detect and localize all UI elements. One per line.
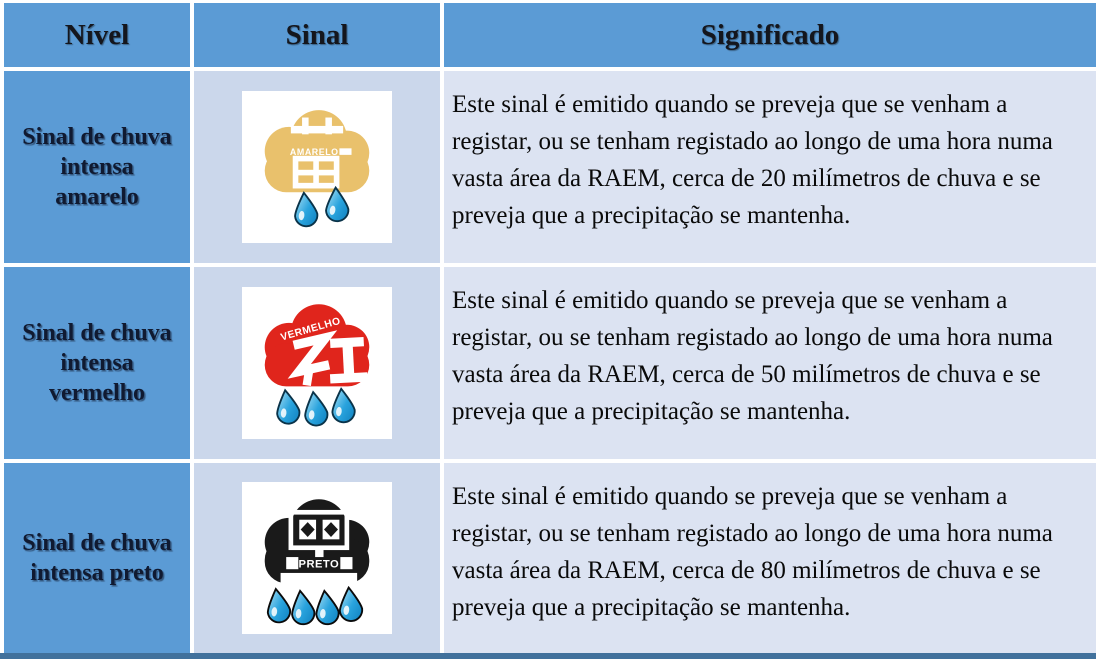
meaning-text: Este sinal é emitido quando se preveja q… bbox=[452, 287, 1053, 425]
yellow-rainstorm-signal-icon: AMARELO bbox=[242, 91, 392, 243]
table-bottom-border bbox=[0, 653, 1096, 659]
level-cell-preto: Sinal de chuva intensa preto bbox=[4, 463, 190, 653]
header-cell-significado: Significado bbox=[444, 3, 1096, 67]
meaning-cell-preto: Este sinal é emitido quando se preveja q… bbox=[444, 463, 1096, 653]
amarelo-label: AMARELO bbox=[290, 147, 339, 157]
signal-cell-vermelho: VERMELHO bbox=[194, 267, 440, 459]
chinese-character-red-right bbox=[329, 336, 368, 384]
header-cell-nivel: Nível bbox=[4, 3, 190, 67]
chinese-character-black bbox=[280, 509, 358, 586]
meaning-cell-vermelho: Este sinal é emitido quando se preveja q… bbox=[444, 267, 1096, 459]
level-line: intensa preto bbox=[30, 560, 164, 586]
level-line: vermelho bbox=[49, 380, 145, 406]
raindrop-icon bbox=[325, 185, 350, 223]
black-rainstorm-signal-icon: PRETO bbox=[242, 482, 392, 634]
meaning-text: Este sinal é emitido quando se preveja q… bbox=[452, 91, 1053, 229]
header-label-nivel: Nível bbox=[64, 18, 130, 51]
signals-table: Nível Sinal Significado Sinal de chuva i… bbox=[4, 3, 1096, 653]
level-cell-amarelo: Sinal de chuva intensa amarelo bbox=[4, 71, 190, 263]
raindrop-icon bbox=[276, 388, 301, 425]
meaning-cell-amarelo: Este sinal é emitido quando se preveja q… bbox=[444, 71, 1096, 263]
level-line: amarelo bbox=[55, 184, 139, 210]
raindrop-icon bbox=[291, 589, 316, 626]
header-label-sinal: Sinal bbox=[285, 18, 349, 51]
raindrop-icon bbox=[304, 390, 329, 427]
level-line: Sinal de chuva bbox=[22, 530, 172, 556]
red-rainstorm-signal-icon: VERMELHO bbox=[242, 287, 392, 439]
raindrop-icon bbox=[331, 387, 356, 424]
level-line: intensa bbox=[60, 154, 134, 180]
chinese-character-red bbox=[287, 330, 338, 387]
level-line: Sinal de chuva bbox=[22, 320, 172, 346]
chinese-character-yellow bbox=[290, 117, 352, 189]
level-line: intensa bbox=[60, 350, 134, 376]
raindrop-icon bbox=[266, 587, 292, 624]
level-cell-vermelho: Sinal de chuva intensa vermelho bbox=[4, 267, 190, 459]
meaning-text: Este sinal é emitido quando se preveja q… bbox=[452, 483, 1053, 621]
level-line: Sinal de chuva bbox=[22, 124, 172, 150]
red-signal-graphic: VERMELHO bbox=[264, 304, 370, 427]
signal-cell-amarelo: AMARELO bbox=[194, 71, 440, 263]
signal-cell-preto: PRETO bbox=[194, 463, 440, 653]
raindrop-icon bbox=[294, 191, 319, 228]
black-signal-graphic: PRETO bbox=[264, 499, 370, 626]
preto-label: PRETO bbox=[299, 558, 340, 570]
header-cell-sinal: Sinal bbox=[194, 3, 440, 67]
raindrop-icon bbox=[338, 585, 364, 622]
yellow-signal-graphic: AMARELO bbox=[264, 110, 370, 228]
raindrop-icon bbox=[315, 589, 340, 626]
header-label-significado: Significado bbox=[700, 18, 840, 51]
